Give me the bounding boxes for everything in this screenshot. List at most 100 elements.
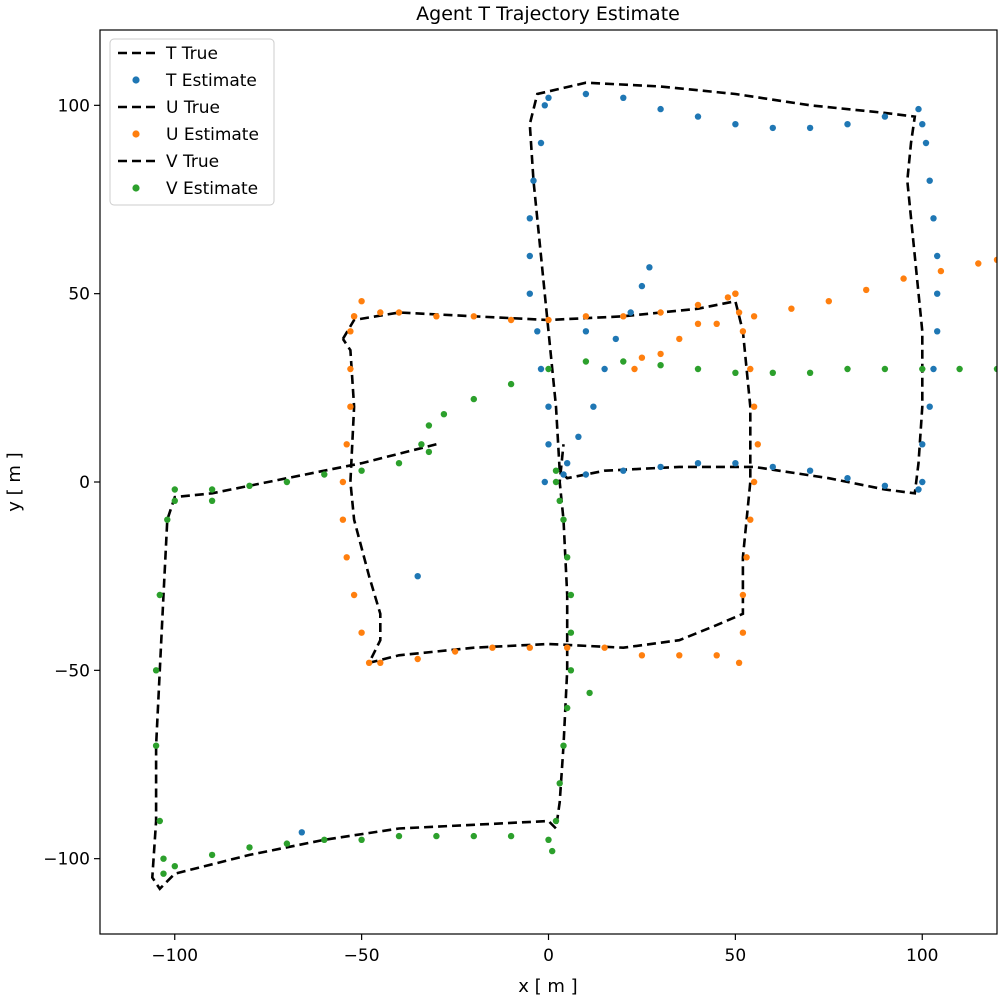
series-5-point-22 xyxy=(283,478,291,486)
series-1-point-19 xyxy=(844,121,851,128)
series-5-point-33 xyxy=(160,870,167,877)
series-5-point-17 xyxy=(956,365,963,373)
series-3-point-56 xyxy=(863,286,870,294)
series-3-point-54 xyxy=(788,305,795,312)
series-1-point-11 xyxy=(545,94,552,102)
series-1-point-0 xyxy=(541,478,548,486)
y-tick-label-2: 0 xyxy=(79,473,90,493)
series-1-point-44 xyxy=(564,460,571,467)
series-3-point-22 xyxy=(739,591,747,599)
series-1-point-37 xyxy=(769,463,776,471)
series-1-point-23 xyxy=(922,139,930,147)
series-3-point-30 xyxy=(526,644,533,651)
series-3-point-18 xyxy=(754,441,761,448)
series-5-point-27 xyxy=(164,516,171,523)
series-1-point-3 xyxy=(537,365,545,373)
series-1-point-49 xyxy=(627,309,634,316)
series-3-point-45 xyxy=(350,313,358,320)
legend-label-0: T True xyxy=(165,44,218,64)
series-3-point-1 xyxy=(358,298,365,305)
series-1-point-52 xyxy=(582,328,590,335)
series-1-point-36 xyxy=(806,467,814,474)
series-5-point-32 xyxy=(160,855,167,862)
series-5-point-12 xyxy=(769,369,776,376)
series-3-point-37 xyxy=(350,591,358,599)
series-5-point-18 xyxy=(993,365,997,373)
series-5-point-58 xyxy=(208,497,216,504)
series-1-point-1 xyxy=(545,441,552,448)
series-5-point-0 xyxy=(425,448,433,456)
series-5-point-52 xyxy=(567,591,575,599)
series-3-point-48 xyxy=(657,350,664,358)
x-tick-label-0: −100 xyxy=(151,946,198,966)
series-1-point-20 xyxy=(881,113,889,120)
series-3-point-58 xyxy=(937,267,945,275)
series-1-point-53 xyxy=(414,573,421,580)
y-axis-label: y [ m ] xyxy=(4,452,25,511)
series-5-point-37 xyxy=(283,840,291,847)
series-5-point-7 xyxy=(582,358,590,365)
legend-label-1: T Estimate xyxy=(165,71,257,91)
series-5-point-29 xyxy=(152,667,160,674)
series-5-point-4 xyxy=(470,395,477,403)
series-3-point-49 xyxy=(631,365,638,373)
series-5-point-44 xyxy=(545,836,552,843)
series-1-point-43 xyxy=(560,471,567,478)
legend-swatch-5 xyxy=(132,184,140,192)
series-1-point-10 xyxy=(541,102,548,109)
series-1-point-34 xyxy=(881,482,889,489)
series-3-point-25 xyxy=(713,652,720,659)
series-5-point-5 xyxy=(507,380,515,388)
series-1-point-28 xyxy=(934,328,941,335)
x-tick-label-3: 50 xyxy=(725,946,747,966)
series-5-point-40 xyxy=(395,832,403,840)
series-3-point-46 xyxy=(732,290,739,297)
series-1-point-16 xyxy=(732,121,739,128)
series-5-point-56 xyxy=(552,478,560,486)
series-1-point-51 xyxy=(646,264,653,271)
legend-box xyxy=(109,38,275,206)
series-3-point-16 xyxy=(747,365,754,373)
series-3-point-50 xyxy=(638,354,646,361)
series-1-point-32 xyxy=(919,478,926,486)
series-3-point-41 xyxy=(343,441,350,448)
series-3-point-6 xyxy=(507,316,515,324)
series-3-point-60 xyxy=(993,256,997,263)
series-3-point-53 xyxy=(750,313,758,320)
series-1-point-22 xyxy=(919,121,926,128)
series-1-point-40 xyxy=(657,463,664,471)
series-5-point-34 xyxy=(171,863,178,870)
series-1-point-30 xyxy=(926,403,933,410)
series-1-point-12 xyxy=(582,90,590,98)
series-3-point-40 xyxy=(339,478,347,486)
series-5-point-23 xyxy=(246,482,253,489)
series-5-point-45 xyxy=(549,847,556,855)
series-3-point-2 xyxy=(377,309,384,316)
series-1-point-25 xyxy=(930,215,937,222)
series-1-point-5 xyxy=(526,290,533,297)
series-1-point-26 xyxy=(934,252,941,260)
x-tick-label-1: −50 xyxy=(344,946,380,966)
series-3-point-17 xyxy=(750,403,758,410)
series-3-point-39 xyxy=(339,516,347,523)
series-5-point-10 xyxy=(694,365,702,373)
series-1-point-27 xyxy=(934,290,941,297)
series-5-point-3 xyxy=(440,411,448,418)
x-tick-label-4: 100 xyxy=(906,946,938,966)
y-tick-label-3: 50 xyxy=(68,285,90,305)
series-1-point-50 xyxy=(638,282,646,290)
series-5-point-51 xyxy=(567,629,575,636)
series-5-point-21 xyxy=(321,471,328,478)
series-1-point-7 xyxy=(526,215,533,222)
series-3-point-57 xyxy=(900,275,907,282)
series-3-point-33 xyxy=(414,655,421,663)
series-3-point-51 xyxy=(676,335,683,343)
series-3-point-20 xyxy=(747,516,754,523)
series-3-point-11 xyxy=(694,301,702,309)
series-3-point-24 xyxy=(735,659,743,666)
series-3-point-21 xyxy=(743,554,750,561)
series-3-point-10 xyxy=(657,309,664,316)
series-5-point-39 xyxy=(358,836,365,843)
series-1-point-47 xyxy=(601,365,608,373)
series-1-point-4 xyxy=(534,328,541,335)
